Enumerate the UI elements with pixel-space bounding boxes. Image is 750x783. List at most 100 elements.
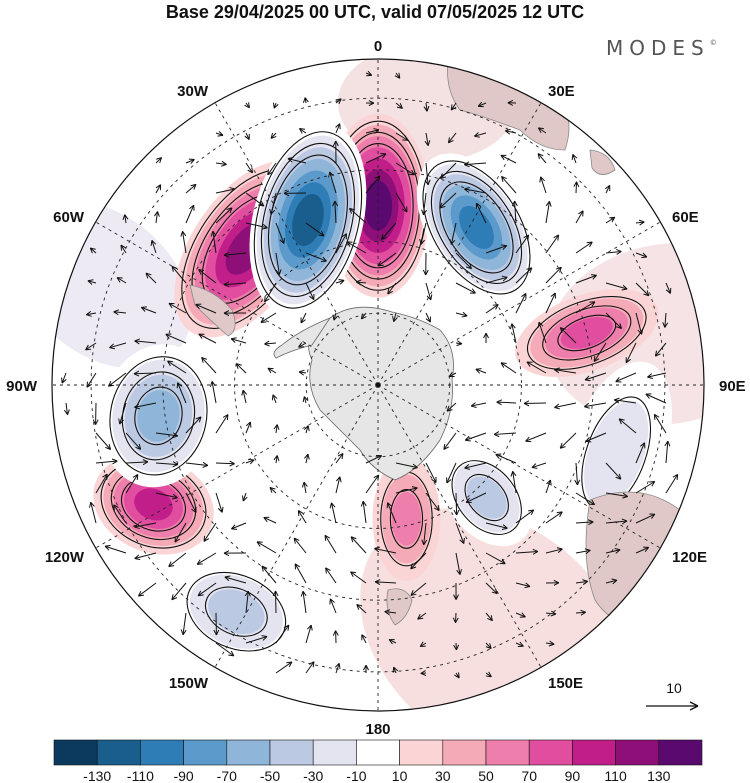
wind-arrow: [384, 609, 397, 616]
wind-arrow: [245, 222, 268, 230]
wind-arrow: [424, 162, 431, 186]
wind-arrow: [455, 311, 468, 318]
wind-arrow: [575, 241, 593, 254]
wind-arrow: [410, 582, 427, 596]
wind-arrow: [215, 207, 233, 224]
wind-arrow: [394, 72, 401, 79]
wind-arrow: [168, 302, 187, 314]
wind-arrow: [575, 492, 596, 506]
wind-arrow: [125, 459, 149, 466]
streamline-contour: [526, 296, 647, 370]
wind-arrow: [185, 158, 195, 165]
anomaly-level: [134, 488, 173, 521]
reference-arrow-head: [689, 701, 699, 711]
wind-arrow: [300, 590, 307, 614]
meridian-210: [214, 102, 379, 386]
wind-arrow: [196, 552, 217, 565]
meridian-60: [377, 384, 661, 549]
wind-arrow: [365, 70, 373, 77]
colorbar-tick-label: 50: [478, 768, 494, 783]
wind-arrow: [501, 175, 517, 194]
wind-arrow: [245, 192, 265, 207]
wind-arrow: [185, 183, 197, 194]
wind-arrow: [575, 548, 591, 555]
wind-arrow: [452, 612, 459, 624]
wind-arrow: [545, 610, 557, 617]
streamline-contour: [134, 386, 183, 446]
anomaly-level: [459, 205, 494, 250]
wind-arrow: [267, 162, 277, 176]
wind-arrow: [575, 519, 594, 526]
wind-arrow: [571, 153, 578, 164]
wind-arrow: [335, 233, 348, 254]
wind-arrow: [61, 372, 67, 384]
wind-arrow: [635, 442, 646, 464]
wind-arrow: [439, 192, 457, 209]
wind-arrow: [273, 424, 280, 434]
wind-arrow: [545, 266, 562, 284]
wind-arrow: [605, 282, 628, 291]
wind-arrow: [213, 612, 220, 636]
wind-arrow: [293, 537, 307, 554]
wind-arrow: [241, 389, 248, 404]
wind-arrow: [635, 312, 644, 335]
wind-arrow: [350, 571, 367, 584]
wind-arrow: [645, 393, 667, 404]
wind-arrow: [273, 455, 280, 464]
colorbar-tick-label: 130: [647, 768, 671, 783]
latitude-circle-2: [162, 169, 594, 601]
wind-arrow: [449, 222, 457, 245]
wind-arrow: [531, 462, 547, 469]
wind-arrow: [387, 282, 397, 295]
wind-arrow: [275, 222, 285, 244]
wind-arrow: [395, 132, 409, 141]
wind-arrow: [664, 440, 671, 464]
wind-arrow: [335, 279, 345, 285]
wind-arrow: [464, 432, 487, 442]
wind-arrow: [386, 502, 397, 524]
wind-arrow: [470, 402, 487, 408]
streamline-contour: [253, 131, 363, 309]
wind-arrow: [155, 492, 178, 500]
streamline-contour: [204, 586, 268, 637]
wind-arrow: [605, 518, 628, 525]
wind-arrow: [350, 536, 367, 554]
colorbar-swatch: [485, 739, 530, 766]
anomaly-level: [391, 492, 422, 546]
wind-arrow: [150, 239, 157, 254]
wind-arrow: [545, 640, 555, 647]
colorbar-swatch: [312, 739, 357, 766]
wind-arrow: [485, 612, 493, 622]
lon-label-150e: 150E: [548, 675, 583, 692]
wind-arrow: [507, 99, 517, 106]
streamline-contour: [451, 460, 522, 535]
wind-arrow: [419, 222, 427, 245]
wind-arrow: [455, 252, 472, 270]
south-america-tip: [189, 284, 236, 337]
wind-arrow: [605, 462, 622, 480]
wind-arrow: [275, 252, 282, 276]
wind-vectors: [61, 70, 679, 679]
wind-arrow: [230, 337, 247, 344]
colorbar-swatch: [528, 739, 573, 766]
wind-arrow: [448, 371, 457, 378]
wind-arrow: [559, 327, 577, 344]
brand-name: MODES: [606, 36, 710, 60]
wind-arrow: [440, 162, 457, 180]
wind-arrow: [421, 192, 427, 216]
wind-arrow: [215, 187, 236, 194]
wind-arrow: [245, 635, 268, 644]
wind-arrow: [475, 368, 487, 374]
wind-arrow: [647, 372, 667, 379]
wind-arrow: [198, 268, 217, 284]
wind-arrow: [244, 590, 251, 614]
wind-arrow: [85, 342, 97, 351]
wind-arrow: [485, 522, 508, 530]
lon-label-120e: 120E: [672, 549, 707, 566]
wind-arrow: [485, 275, 508, 284]
wind-arrow: [118, 402, 127, 425]
wind-arrow: [392, 666, 399, 674]
colorbar-tick-label: 10: [392, 768, 408, 783]
wind-arrow: [224, 575, 247, 584]
wind-arrow: [419, 641, 427, 648]
